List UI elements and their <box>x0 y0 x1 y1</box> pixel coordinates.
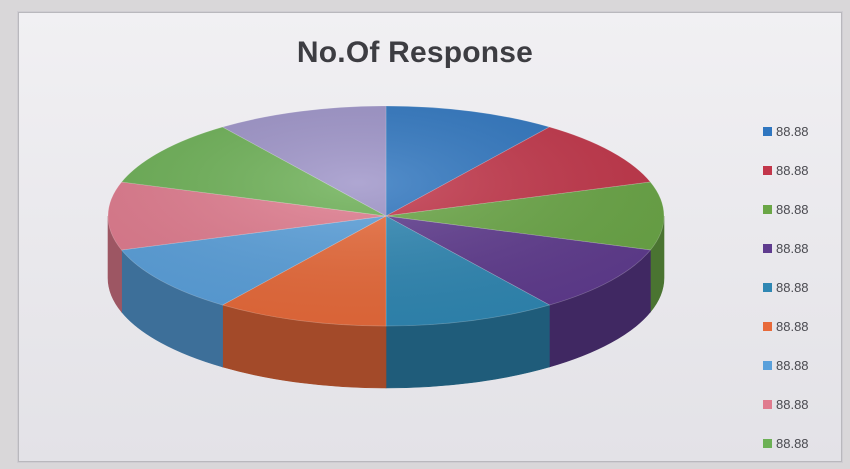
pie-side-walls <box>107 215 665 389</box>
legend-label: 88.88 <box>776 358 809 373</box>
legend-item: 88.88 <box>763 112 837 151</box>
legend: 88.88 88.88 88.88 88.88 88.88 88.88 88.88 88.88… <box>763 112 837 463</box>
legend-swatch <box>763 205 772 214</box>
legend-item: 88.88 <box>763 385 837 424</box>
chart-title: No.Of Response <box>296 36 534 69</box>
legend-label: 88.88 <box>776 436 809 451</box>
legend-swatch <box>763 244 772 253</box>
pie-sheen <box>108 106 664 326</box>
legend-item: 88.88 <box>763 229 837 268</box>
legend-label: 88.88 <box>776 163 809 178</box>
legend-label: 88.88 <box>776 124 809 139</box>
legend-swatch <box>763 166 772 175</box>
legend-swatch <box>763 127 772 136</box>
legend-item: 88.88 <box>763 190 837 229</box>
legend-item: 88.88 <box>763 151 837 190</box>
legend-swatch <box>763 283 772 292</box>
legend-label: 88.88 <box>776 280 809 295</box>
legend-swatch <box>763 322 772 331</box>
legend-label: 88.88 <box>776 202 809 217</box>
legend-swatch <box>763 361 772 370</box>
legend-label: 88.88 <box>776 397 809 412</box>
legend-label: 88.88 <box>776 319 809 334</box>
legend-item: 88.88 <box>763 424 837 463</box>
legend-item: 88.88 <box>763 268 837 307</box>
legend-item: 88.88 <box>763 346 837 385</box>
legend-item: 88.88 <box>763 307 837 346</box>
legend-swatch <box>763 439 772 448</box>
legend-swatch <box>763 400 772 409</box>
legend-label: 88.88 <box>776 241 809 256</box>
